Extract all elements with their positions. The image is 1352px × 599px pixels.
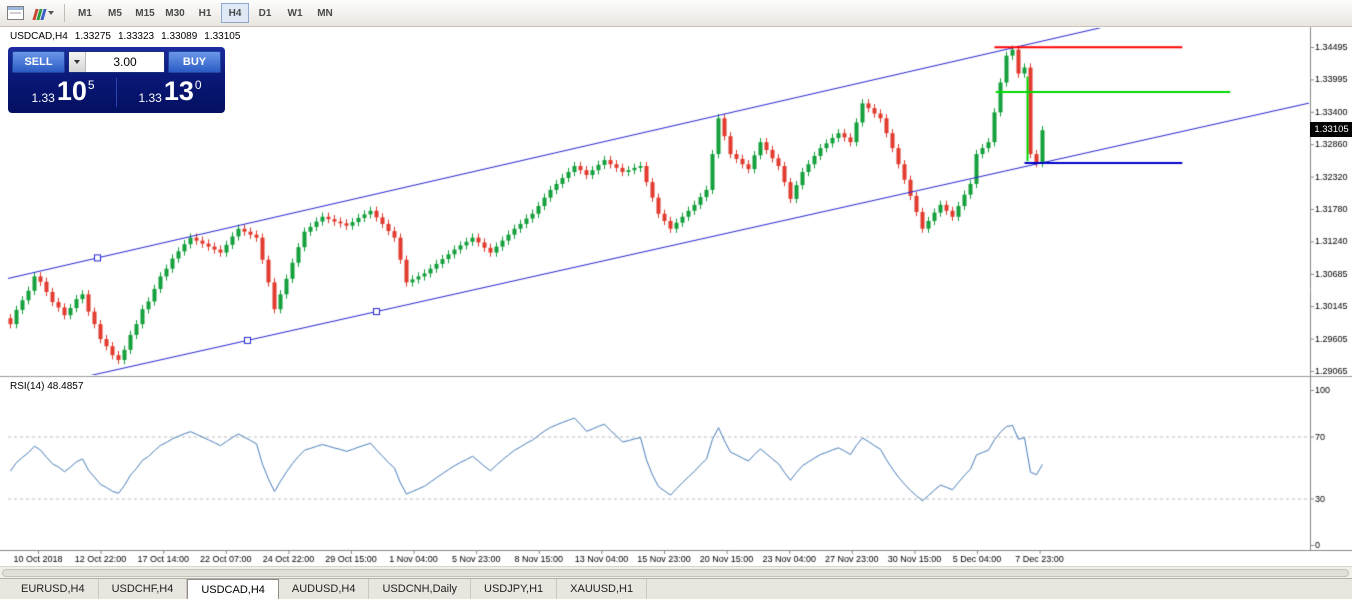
top-toolbar: M1 M5 M15 M30 H1 H4 D1 W1 MN [0,0,1352,27]
buy-button[interactable]: BUY [168,51,221,73]
timeframe-m30[interactable]: M30 [161,3,189,23]
tab-usdjpy-h1[interactable]: USDJPY,H1 [471,579,558,599]
toolbar-separator [64,4,65,22]
ask-price-pip: 0 [194,78,202,92]
tab-usdchf-h4[interactable]: USDCHF,H4 [99,579,188,599]
trade-buttons-row: SELL BUY [12,51,221,73]
chevron-down-icon[interactable] [48,11,54,15]
ask-price-big: 13 [163,76,194,106]
crayons-icon[interactable] [32,7,47,20]
timeframe-m15[interactable]: M15 [131,3,159,23]
tab-xauusd-h1[interactable]: XAUUSD,H1 [557,579,648,599]
horizontal-scrollbar[interactable] [0,566,1352,578]
ask-price[interactable]: 1.33 13 0 [119,76,221,109]
bid-price[interactable]: 1.33 10 5 [12,76,114,109]
volume-dropdown-icon[interactable] [69,52,86,72]
timeframe-d1[interactable]: D1 [251,3,279,23]
one-click-trading-panel: SELL BUY 1.33 10 5 1.33 13 0 [8,47,225,113]
symbol-label: USDCAD,H4 [10,31,68,42]
timeframe-h4[interactable]: H4 [221,3,249,23]
chart-window-icon[interactable] [7,6,24,20]
ask-price-prefix: 1.33 [138,91,162,105]
quote-row: 1.33 10 5 1.33 13 0 [12,76,221,109]
bid-price-pip: 5 [87,78,95,92]
ohlc-open: 1.33275 [74,31,111,42]
timeframe-m1[interactable]: M1 [71,3,99,23]
timeframe-h1[interactable]: H1 [191,3,219,23]
tab-eurusd-h4[interactable]: EURUSD,H4 [8,579,99,599]
current-price-badge: 1.33105 [1310,122,1352,137]
bid-price-big: 10 [56,76,87,106]
tab-audusd-h4[interactable]: AUDUSD,H4 [279,579,370,599]
chart-window-icon-body [10,12,21,14]
volume-input[interactable] [86,52,164,72]
quote-divider [116,78,117,107]
ohlc-close: 1.33105 [204,31,241,42]
symbol-ohlc-overlay: USDCAD,H4 1.33275 1.33323 1.33089 1.3310… [10,31,240,42]
chart-tab-bar: EURUSD,H4 USDCHF,H4 USDCAD,H4 AUDUSD,H4 … [0,578,1352,599]
rsi-indicator-label: RSI(14) 48.4857 [10,381,84,392]
sell-button[interactable]: SELL [12,51,65,73]
timeframe-mn[interactable]: MN [311,3,339,23]
tab-usdcnh-daily[interactable]: USDCNH,Daily [369,579,472,599]
tab-usdcad-h4[interactable]: USDCAD,H4 [187,579,279,599]
volume-combo [68,51,165,73]
bid-price-prefix: 1.33 [31,91,55,105]
horizontal-scrollbar-thumb[interactable] [2,569,1349,577]
timeframe-m5[interactable]: M5 [101,3,129,23]
ohlc-low: 1.33089 [161,31,198,42]
chart-window-icon-header [8,7,23,10]
ohlc-high: 1.33323 [117,31,155,42]
timeframe-w1[interactable]: W1 [281,3,309,23]
price-chart-canvas[interactable] [0,0,1352,566]
